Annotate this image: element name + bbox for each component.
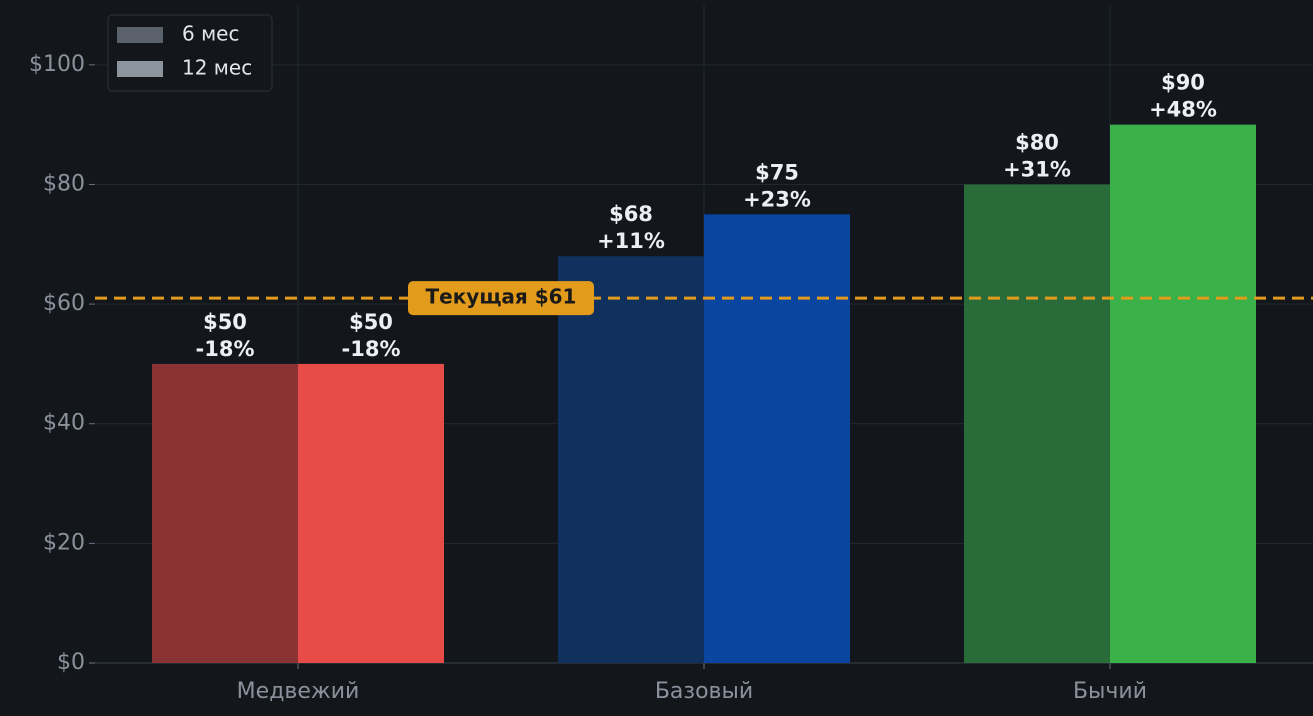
y-tick-label: $100: [29, 52, 85, 77]
value-label: $50: [349, 310, 393, 334]
value-label: $50: [203, 310, 247, 334]
value-label: $90: [1161, 71, 1205, 95]
bar: [152, 363, 298, 663]
y-tick-label: $40: [43, 411, 85, 436]
bar: [704, 214, 850, 663]
legend: 6 мес 12 мес: [107, 14, 273, 92]
x-tick-label: Базовый: [655, 679, 753, 704]
bar: [1110, 124, 1256, 664]
legend-label: 6 мес: [182, 22, 239, 46]
change-label: +48%: [1149, 98, 1217, 122]
y-tick-label: $80: [43, 171, 85, 196]
legend-swatch: [117, 61, 163, 77]
value-label: $80: [1015, 130, 1059, 154]
change-label: -18%: [342, 337, 401, 361]
legend-swatch: [117, 27, 163, 43]
value-label: $75: [755, 160, 799, 184]
change-label: +11%: [597, 229, 665, 253]
legend-label: 12 мес: [182, 56, 252, 80]
change-label: -18%: [196, 337, 255, 361]
x-tick-label: Медвежий: [237, 679, 360, 704]
x-tick-label: Бычий: [1073, 679, 1147, 704]
bar: [964, 184, 1110, 664]
value-label: $68: [609, 202, 653, 226]
reference-label: Текущая $61: [426, 285, 577, 309]
bar: [558, 256, 704, 663]
y-tick-label: $60: [43, 291, 85, 316]
reference-label-box: [408, 281, 594, 316]
y-tick-label: $0: [57, 650, 85, 675]
y-tick-label: $20: [43, 530, 85, 555]
bar: [298, 363, 444, 663]
change-label: +23%: [743, 187, 811, 211]
change-label: +31%: [1003, 157, 1071, 181]
